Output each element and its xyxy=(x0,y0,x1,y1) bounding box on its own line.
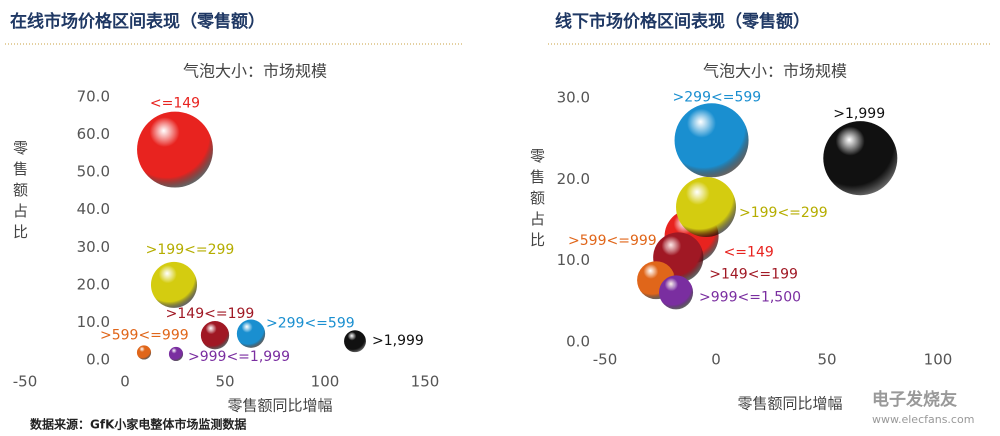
y-tick-label: 20.0 xyxy=(77,275,110,293)
x-tick-label: 50 xyxy=(215,373,234,391)
bubble-label: >1,999 xyxy=(372,333,424,349)
bubble-label: >999<=1,500 xyxy=(699,289,801,305)
bubble-label: <=149 xyxy=(150,96,200,112)
bubble xyxy=(674,103,749,178)
y-tick-label: 70.0 xyxy=(77,88,110,106)
bubble xyxy=(150,261,198,308)
bubble-label: >1,999 xyxy=(833,106,885,122)
bubble-label: <=149 xyxy=(724,244,774,260)
watermark-name: 电子发烧友 xyxy=(872,389,957,410)
bubble-label: >599<=999 xyxy=(100,327,189,343)
bubble xyxy=(168,346,184,362)
y-tick-label: 30.0 xyxy=(557,89,590,107)
x-tick-label: -50 xyxy=(13,373,38,391)
bubble-label: >199<=299 xyxy=(739,205,828,221)
bubble-label: >299<=599 xyxy=(673,89,762,105)
y-tick-label: 20.0 xyxy=(557,170,590,188)
bubble xyxy=(344,330,366,353)
bubble xyxy=(659,275,694,310)
chart-subtitle: 气泡大小：市场规模 xyxy=(183,62,327,81)
y-tick-label: 0.0 xyxy=(566,333,590,351)
y-tick-label: 10.0 xyxy=(77,313,110,331)
chart-title: 线下市场价格区间表现（零售额） xyxy=(555,11,810,32)
y-tick-label: 40.0 xyxy=(77,200,110,218)
chart-title: 在线市场价格区间表现（零售额） xyxy=(10,11,265,32)
bubble-label: >149<=199 xyxy=(709,266,798,282)
y-tick-label: 10.0 xyxy=(557,251,590,269)
bubble xyxy=(137,111,213,188)
y-tick-label: 60.0 xyxy=(77,125,110,143)
bubble xyxy=(823,121,898,196)
bubble-label: >199<=299 xyxy=(146,242,235,258)
source: 数据来源：GfK小家电整体市场监测数据 xyxy=(30,417,246,432)
x-tick-label: 100 xyxy=(924,351,953,369)
y-tick-label: 0.0 xyxy=(86,351,110,369)
bubble xyxy=(676,176,737,237)
x-tick-label: 0 xyxy=(120,373,130,391)
x-tick-label: 50 xyxy=(817,351,836,369)
x-tick-label: 150 xyxy=(411,373,440,391)
bubble-label: >599<=999 xyxy=(568,233,657,249)
y-tick-label: 50.0 xyxy=(77,163,110,181)
x-tick-label: -50 xyxy=(593,351,618,369)
bubble xyxy=(136,345,152,360)
x-tick-label: 0 xyxy=(711,351,721,369)
bubble-label: >299<=599 xyxy=(266,316,355,332)
y-tick-label: 30.0 xyxy=(77,238,110,256)
bubble xyxy=(236,319,266,348)
x-axis-label: 零售额同比增幅 xyxy=(227,397,332,415)
y-axis-label: 零售额占比 xyxy=(11,140,29,245)
chart-subtitle: 气泡大小：市场规模 xyxy=(703,62,847,81)
bubble-label: >999<=1,999 xyxy=(188,349,290,365)
x-tick-label: 100 xyxy=(311,373,340,391)
bubble xyxy=(200,321,230,350)
bubble-label: >149<=199 xyxy=(166,306,255,322)
y-axis-label: 零售额占比 xyxy=(528,148,546,253)
watermark-url: www.elecfans.com xyxy=(872,413,974,426)
x-axis-label: 零售额同比增幅 xyxy=(737,395,842,413)
